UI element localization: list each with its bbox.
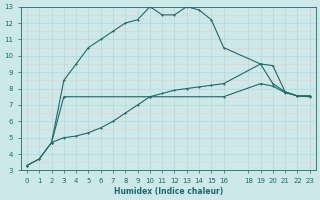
X-axis label: Humidex (Indice chaleur): Humidex (Indice chaleur) [114, 187, 223, 196]
